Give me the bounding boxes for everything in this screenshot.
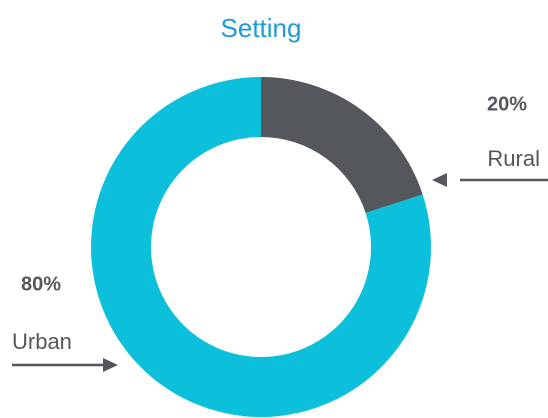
arrow-head [432,173,447,187]
arrow-head [103,358,118,372]
chart-title: Setting [221,13,302,43]
value-label: 80% [21,273,61,295]
callout-urban [12,358,118,372]
slice [261,77,423,214]
callout-rural [432,173,548,187]
value-label: 20% [487,93,527,115]
slice [90,77,431,418]
category-label: Urban [12,329,72,354]
category-label: Rural [487,146,540,171]
